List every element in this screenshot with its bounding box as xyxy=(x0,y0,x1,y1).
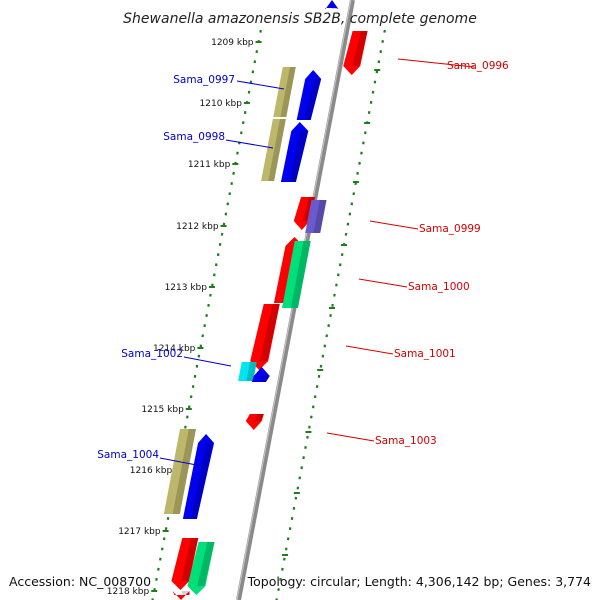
kbp-label: 1214 kbp xyxy=(153,344,196,354)
gene-shade xyxy=(260,304,280,361)
gene-feature xyxy=(171,538,199,590)
gene-feature xyxy=(251,367,270,382)
gene-feature xyxy=(163,429,196,514)
gene-label-sama-0997[interactable]: Sama_0997 xyxy=(173,74,235,86)
gene-shade xyxy=(181,591,190,595)
gene-shade xyxy=(290,241,311,308)
kbp-axis-labels: 1209 kbp 1210 kbp 1211 kbp 1212 kbp 1213… xyxy=(107,38,254,597)
gene-label-sama-0996[interactable]: Sama_0996 xyxy=(447,60,509,72)
gene-label-sama-0999[interactable]: Sama_0999 xyxy=(419,223,481,235)
gene-feature xyxy=(187,542,215,595)
gene-labels: Sama_0996 Sama_0997 Sama_0998 Sama_0999 … xyxy=(97,60,509,461)
map-title: Shewanella amazonensis SB2B, complete ge… xyxy=(123,11,477,27)
gene-label-sama-1002[interactable]: Sama_1002 xyxy=(121,348,183,360)
gene-shade xyxy=(254,414,264,421)
gene-shade xyxy=(181,538,199,581)
leader-line xyxy=(358,278,408,288)
leader-line xyxy=(225,139,274,149)
gene-label-sama-1000[interactable]: Sama_1000 xyxy=(408,281,470,293)
leader-line xyxy=(236,80,285,90)
gene-feature xyxy=(182,434,215,519)
tick-marks xyxy=(151,29,386,600)
kbp-label: 1210 kbp xyxy=(200,99,243,109)
kbp-label: 1211 kbp xyxy=(188,160,231,170)
gene-shade xyxy=(304,79,321,120)
accession-text: Accession: NC_008700 xyxy=(9,574,151,589)
leader-line xyxy=(369,220,419,230)
kbp-label: 1216 kbp xyxy=(130,466,173,476)
gene-shade xyxy=(280,67,296,117)
gene-label-sama-1004[interactable]: Sama_1004 xyxy=(97,449,159,461)
gene-label-sama-0998[interactable]: Sama_0998 xyxy=(163,131,225,143)
gene-shade xyxy=(313,200,327,233)
kbp-label: 1213 kbp xyxy=(165,283,208,293)
kbp-label: 1217 kbp xyxy=(118,527,161,537)
leader-line xyxy=(326,432,375,442)
kbp-label: 1209 kbp xyxy=(211,38,254,48)
gene-shade xyxy=(190,443,214,519)
kbp-label: 1212 kbp xyxy=(176,222,219,232)
gene-shade xyxy=(331,8,338,9)
gene-feature xyxy=(343,31,368,75)
topology-text: Topology: circular; Length: 4,306,142 bp… xyxy=(247,574,591,589)
gene-shade xyxy=(268,119,286,181)
gene-feature xyxy=(280,122,309,182)
leader-line xyxy=(183,356,232,367)
gene-features xyxy=(163,0,368,600)
gene-feature xyxy=(238,362,257,381)
gene-shade xyxy=(289,131,308,182)
gene-feature xyxy=(172,591,190,600)
leader-line xyxy=(397,58,475,68)
gene-feature xyxy=(305,200,327,233)
gene-feature xyxy=(281,241,311,308)
kbp-label: 1215 kbp xyxy=(141,405,184,415)
gene-feature xyxy=(250,304,280,370)
gene-feature xyxy=(293,197,316,230)
gene-label-sama-1001[interactable]: Sama_1001 xyxy=(394,348,456,360)
leader-line xyxy=(159,457,208,468)
kbp-label: 1218 kbp xyxy=(107,587,150,597)
leader-line xyxy=(345,345,394,355)
label-leader-lines xyxy=(159,58,475,468)
gene-feature xyxy=(324,0,339,9)
gene-feature xyxy=(273,67,296,117)
gene-feature xyxy=(261,119,286,181)
gene-feature xyxy=(245,414,264,430)
gene-label-sama-1003[interactable]: Sama_1003 xyxy=(375,435,437,447)
gene-feature xyxy=(296,70,322,120)
gene-shade xyxy=(197,542,215,586)
gene-shade xyxy=(246,362,257,381)
gene-shade xyxy=(352,31,368,66)
gene-shade xyxy=(172,429,196,514)
gene-shade xyxy=(259,376,269,382)
